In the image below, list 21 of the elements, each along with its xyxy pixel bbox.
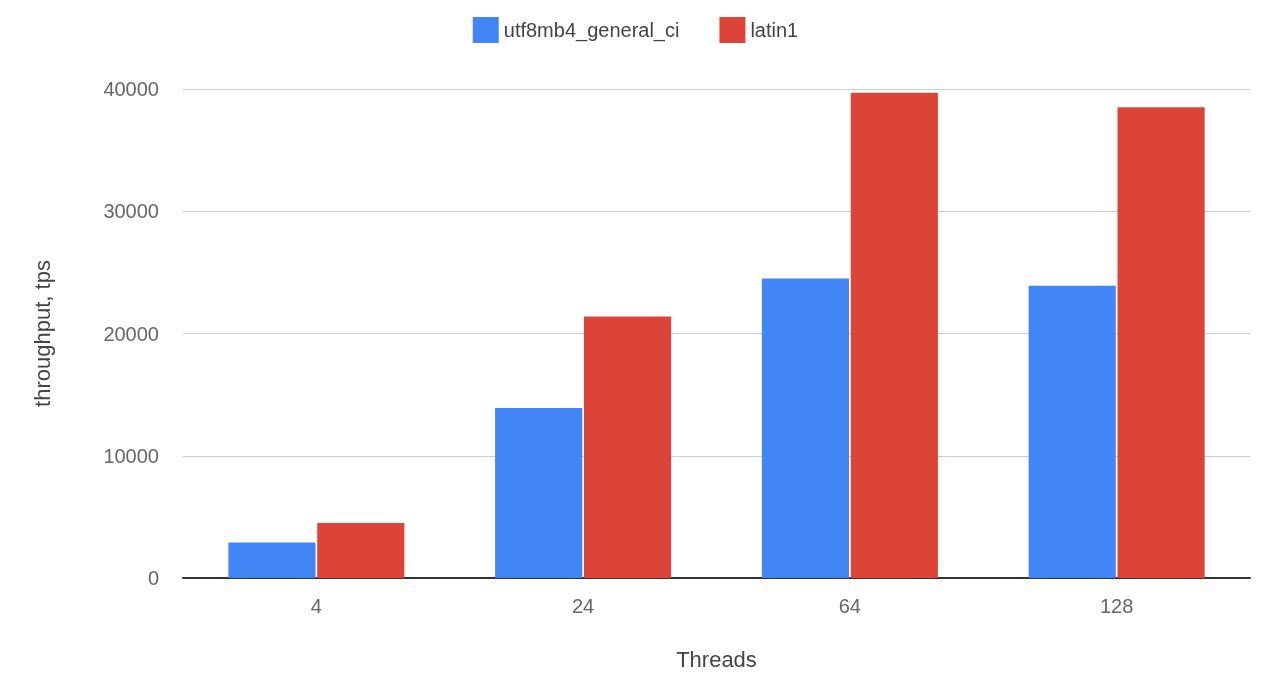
- y-tick-label: 30000: [103, 200, 159, 223]
- y-tick-label: 40000: [103, 78, 159, 100]
- bar: [1117, 107, 1205, 578]
- y-tick-label: 10000: [103, 444, 159, 467]
- bar: [228, 542, 316, 578]
- legend-label: utf8mb4_general_ci: [503, 19, 680, 42]
- bar: [317, 522, 405, 578]
- y-tick-label: 0: [147, 567, 159, 589]
- bar: [584, 316, 672, 578]
- bar: [1028, 285, 1116, 578]
- x-tick-label: 64: [838, 595, 861, 617]
- x-axis-title: Threads: [676, 646, 757, 672]
- x-tick-label: 128: [1099, 595, 1134, 617]
- legend-label: latin1: [750, 19, 799, 41]
- y-axis-title: throughput, tps: [29, 260, 55, 407]
- x-tick-label: 24: [572, 595, 595, 617]
- bar: [495, 408, 583, 578]
- bar: [761, 278, 849, 578]
- x-tick-label: 4: [310, 595, 322, 617]
- bar: [850, 92, 938, 578]
- y-tick-label: 20000: [103, 322, 159, 345]
